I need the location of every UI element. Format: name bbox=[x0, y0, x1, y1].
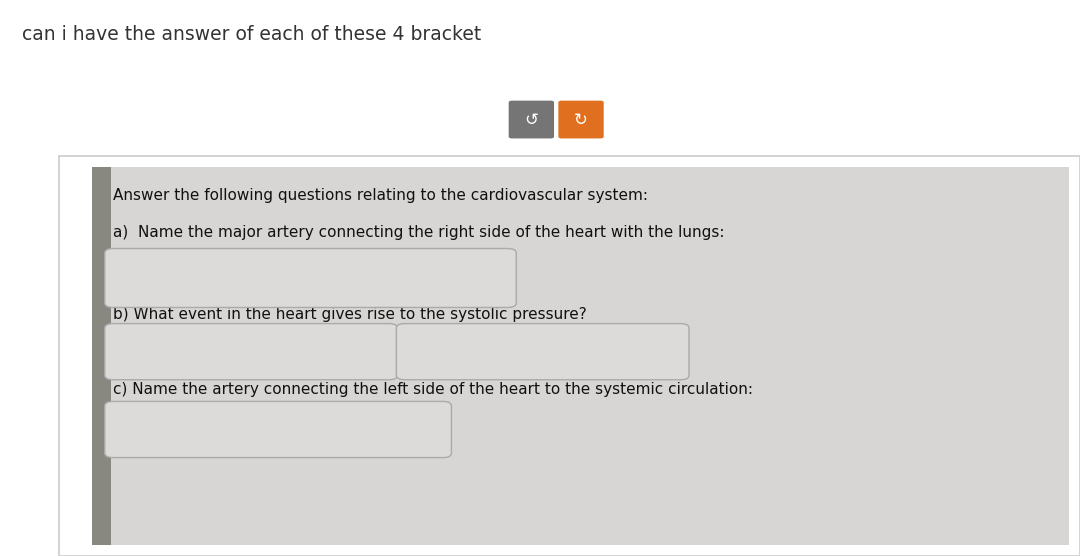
Text: Answer =: Answer = bbox=[113, 271, 188, 285]
Text: can i have the answer of each of these 4 bracket: can i have the answer of each of these 4… bbox=[22, 25, 481, 44]
Text: ↺: ↺ bbox=[525, 111, 538, 128]
Text: Answer =: Answer = bbox=[113, 413, 188, 427]
Text: ↻: ↻ bbox=[575, 111, 588, 128]
FancyBboxPatch shape bbox=[92, 167, 111, 545]
FancyBboxPatch shape bbox=[105, 401, 451, 458]
FancyBboxPatch shape bbox=[558, 101, 604, 138]
FancyBboxPatch shape bbox=[105, 249, 516, 307]
Text: c) Name the artery connecting the left side of the heart to the systemic circula: c) Name the artery connecting the left s… bbox=[113, 382, 754, 396]
Text: artery: artery bbox=[419, 271, 467, 285]
Text: a)  Name the major artery connecting the right side of the heart with the lungs:: a) Name the major artery connecting the … bbox=[113, 225, 725, 240]
Text: Answer the following questions relating to the cardiovascular system:: Answer the following questions relating … bbox=[113, 188, 648, 203]
FancyBboxPatch shape bbox=[509, 101, 554, 138]
Text: b) What event in the heart gives rise to the systolic pressure?: b) What event in the heart gives rise to… bbox=[113, 307, 588, 321]
FancyBboxPatch shape bbox=[396, 324, 689, 380]
FancyBboxPatch shape bbox=[59, 156, 1080, 556]
FancyBboxPatch shape bbox=[92, 167, 1069, 545]
FancyBboxPatch shape bbox=[105, 324, 397, 380]
Text: Answer =: Answer = bbox=[113, 343, 188, 358]
